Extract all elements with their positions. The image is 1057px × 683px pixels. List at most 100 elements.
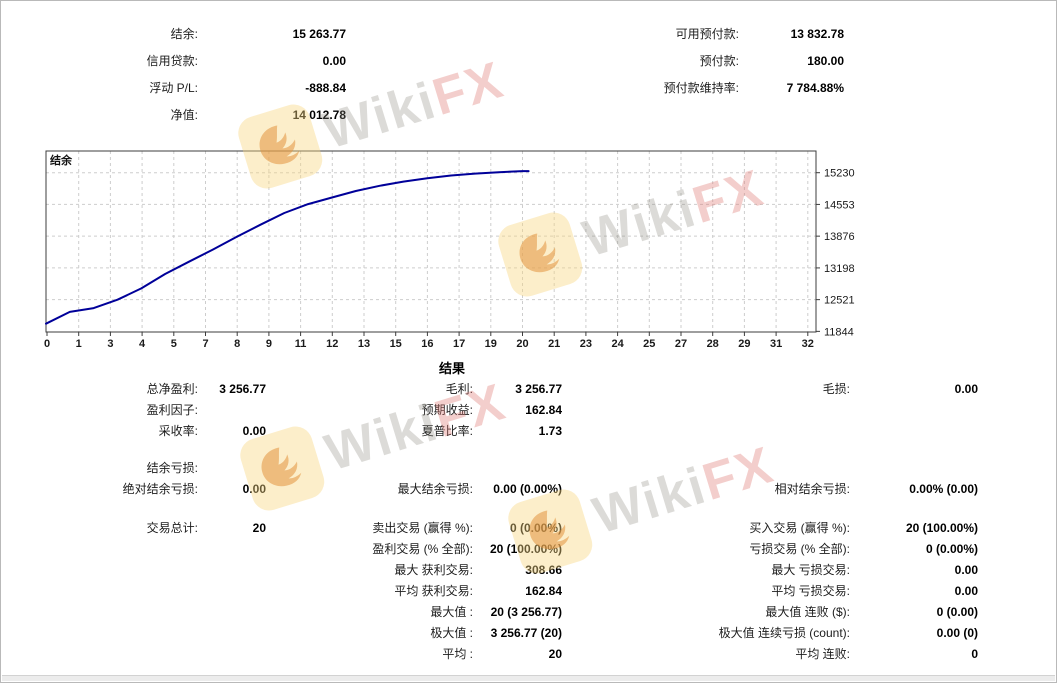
stat-label: 买入交易 (赢得 %): <box>749 521 850 535</box>
svg-text:31: 31 <box>770 338 782 350</box>
summary-label: 结余: <box>170 27 198 41</box>
stat-row: 总净盈利: 3 256.77 毛利: 3 256.77 毛损: 0.00 <box>1 381 1041 397</box>
stat-value: 0.00 (0.00%) <box>493 482 562 496</box>
stat-row: 浮动 P/L: -888.84 <box>1 80 1041 96</box>
stat-row: 结余: 15 263.77 <box>1 26 1041 42</box>
stat-label: 毛损: <box>822 382 850 396</box>
summary-value: 14 012.78 <box>292 108 346 122</box>
results-header: 结果 <box>438 361 465 376</box>
stat-label: 毛利: <box>445 382 473 396</box>
svg-text:0: 0 <box>44 338 50 350</box>
stat-label: 夏普比率: <box>421 424 473 438</box>
svg-text:28: 28 <box>707 338 719 350</box>
stat-label: 盈利交易 (% 全部): <box>372 542 473 556</box>
svg-text:29: 29 <box>738 338 750 350</box>
stat-value: 0.00 <box>242 424 266 438</box>
stat-row: 盈利因子: 预期收益: 162.84 <box>1 402 1041 418</box>
balance-chart: 0 1 3 4 5 7 8 9 11 12 13 15 16 17 19 20 21 23 24 25 27 28 29 31… <box>31 141 911 356</box>
stat-label: 相对结余亏损: <box>774 482 850 496</box>
stat-label: 最大值 连败 ($): <box>765 605 850 619</box>
summary-value: 13 832.78 <box>790 27 844 41</box>
stat-label: 极大值 连续亏损 (count): <box>718 626 850 640</box>
stat-label: 平均 获利交易: <box>394 584 473 598</box>
svg-text:20: 20 <box>516 338 528 350</box>
stat-value: 0 <box>971 647 978 661</box>
stat-row: 平均 : 20 平均 连败: 0 <box>1 646 1041 662</box>
svg-text:13198: 13198 <box>824 263 855 275</box>
summary-value: 7 784.88% <box>786 81 844 95</box>
summary-label: 浮动 P/L: <box>149 81 198 95</box>
balance-curve <box>45 170 530 325</box>
stat-label: 交易总计: <box>146 521 198 535</box>
stat-value: 0.00 <box>954 584 978 598</box>
stat-row: 盈利交易 (% 全部): 20 (100.00%) 亏损交易 (% 全部): 0 (0… <box>1 541 1041 557</box>
stat-label: 采收率: <box>158 424 198 438</box>
stat-row: 最大值 : 20 (3 256.77) 最大值 连败 ($): 0 (0.00) <box>1 604 1041 620</box>
svg-text:13: 13 <box>358 338 370 350</box>
summary-value: 180.00 <box>807 54 844 68</box>
svg-text:9: 9 <box>266 338 272 350</box>
stat-value: 3 256.77 <box>219 382 266 396</box>
svg-text:23: 23 <box>580 338 592 350</box>
stat-row: 平均 获利交易: 162.84 平均 亏损交易: 0.00 <box>1 583 1041 599</box>
stat-value: 1.73 <box>538 424 562 438</box>
window-bottom-edge <box>2 675 1055 681</box>
svg-text:27: 27 <box>675 338 687 350</box>
stat-row: 交易总计: 20 卖出交易 (赢得 %): 0 (0.00%) 买入交易 (赢得 %):… <box>1 520 1041 536</box>
stat-label: 预期收益: <box>421 403 473 417</box>
svg-text:17: 17 <box>453 338 465 350</box>
summary-label: 净值: <box>170 108 198 122</box>
stat-label: 亏损交易 (% 全部): <box>749 542 850 556</box>
stat-row: 预付款维持率: 7 784.88% <box>1 80 1041 96</box>
stat-value: 20 <box>252 521 266 535</box>
svg-text:4: 4 <box>139 338 146 350</box>
stat-label: 总净盈利: <box>146 382 198 396</box>
svg-text:25: 25 <box>643 338 655 350</box>
stat-value: 0 (0.00) <box>936 605 978 619</box>
stat-value: 20 <box>548 647 562 661</box>
stat-row: 采收率: 0.00 夏普比率: 1.73 <box>1 423 1041 439</box>
summary-label: 信用贷款: <box>146 54 198 68</box>
svg-text:12: 12 <box>326 338 338 350</box>
stat-value: 0.00% (0.00) <box>909 482 978 496</box>
stat-label: 盈利因子: <box>146 403 198 417</box>
summary-value: 0.00 <box>322 54 346 68</box>
svg-text:11: 11 <box>295 338 307 350</box>
stat-value: 20 (3 256.77) <box>490 605 562 619</box>
stat-label: 结余亏损: <box>146 461 198 475</box>
stat-label: 卖出交易 (赢得 %): <box>372 521 473 535</box>
stat-label: 平均 : <box>442 647 473 661</box>
stat-value: 308.66 <box>525 563 562 577</box>
svg-text:11844: 11844 <box>824 326 854 338</box>
stat-row: 可用预付款: 13 832.78 <box>1 26 1041 42</box>
stat-row: 结余亏损: <box>1 460 1041 476</box>
stat-row: 预付款: 180.00 <box>1 53 1041 69</box>
stat-row: 最大 获利交易: 308.66 最大 亏损交易: 0.00 <box>1 562 1041 578</box>
svg-text:12521: 12521 <box>824 295 855 307</box>
svg-text:19: 19 <box>485 338 497 350</box>
svg-text:5: 5 <box>171 338 177 350</box>
summary-value: 15 263.77 <box>292 27 346 41</box>
balance-chart-svg: 0 1 3 4 5 7 8 9 11 12 13 15 16 17 19 20 21 23 24 25 27 28 29 31… <box>44 150 855 350</box>
stat-label: 平均 连败: <box>795 647 850 661</box>
stat-value: 20 (100.00%) <box>905 521 978 535</box>
svg-text:13876: 13876 <box>824 231 855 243</box>
svg-text:7: 7 <box>202 338 208 350</box>
svg-text:16: 16 <box>421 338 433 350</box>
stat-value: 162.84 <box>525 584 562 598</box>
stat-row: 极大值 : 3 256.77 (20) 极大值 连续亏损 (count): 0.00 … <box>1 625 1041 641</box>
stat-value: 0.00 (0) <box>936 626 978 640</box>
stat-label: 最大 获利交易: <box>394 563 473 577</box>
summary-label: 可用预付款: <box>675 27 739 41</box>
svg-text:3: 3 <box>107 338 113 350</box>
stat-value: 3 256.77 <box>515 382 562 396</box>
stat-value: 20 (100.00%) <box>489 542 562 556</box>
stat-label: 最大 亏损交易: <box>771 563 850 577</box>
stat-label: 绝对结余亏损: <box>122 482 198 496</box>
svg-text:24: 24 <box>611 338 624 350</box>
stat-value: 0.00 <box>954 382 978 396</box>
stat-label: 平均 亏损交易: <box>771 584 850 598</box>
stat-row: 绝对结余亏损: 0.00 最大结余亏损: 0.00 (0.00%) 相对结余亏损: 0.0… <box>1 481 1041 497</box>
stat-label: 最大结余亏损: <box>397 482 473 496</box>
summary-label: 预付款维持率: <box>663 81 739 95</box>
